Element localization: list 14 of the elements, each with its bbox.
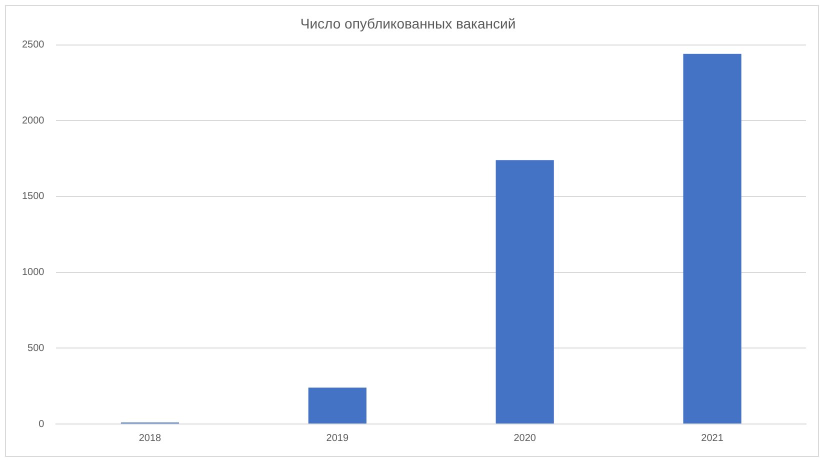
x-tick-label: 2021 (701, 432, 724, 444)
chart-title: Число опубликованных вакансий (300, 15, 516, 32)
x-tick-label: 2018 (138, 432, 162, 444)
bar (308, 388, 366, 424)
y-tick-label: 500 (28, 342, 45, 354)
y-tick-label: 2000 (22, 115, 45, 126)
x-tick-label: 2020 (514, 432, 536, 444)
y-tick-label: 2500 (22, 40, 45, 51)
y-tick-label: 0 (38, 418, 45, 430)
y-tick-label: 1500 (22, 191, 45, 202)
bar (683, 54, 742, 424)
bar (496, 160, 554, 424)
x-tick-label: 2019 (326, 432, 349, 444)
y-tick-label: 1000 (22, 267, 45, 278)
